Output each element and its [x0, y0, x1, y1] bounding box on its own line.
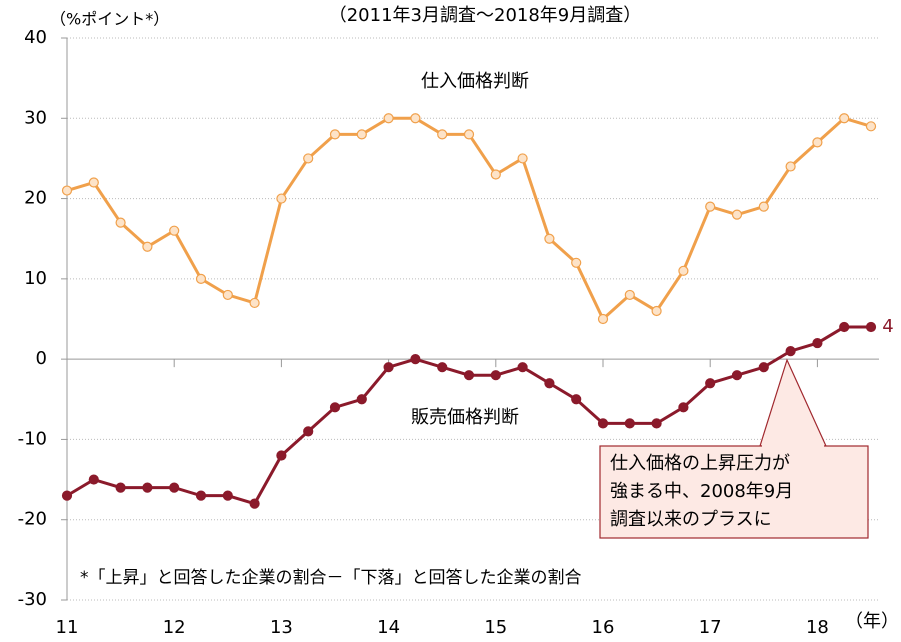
point	[115, 482, 126, 493]
x-tick-label: 17	[699, 617, 722, 638]
point	[839, 113, 850, 124]
footnote: *「上昇」と回答した企業の割合－「下落」と回答した企業の割合	[80, 568, 582, 588]
x-tick-label: 13	[270, 617, 293, 638]
point	[839, 321, 850, 333]
point	[169, 225, 180, 236]
point	[517, 153, 528, 164]
x-tick-label: 15	[484, 617, 507, 638]
point	[865, 121, 877, 132]
x-tick-label: 18	[806, 617, 829, 638]
point	[731, 209, 743, 220]
point	[812, 337, 823, 349]
y-tick-label: -10	[18, 428, 47, 449]
point	[249, 297, 260, 309]
point	[544, 233, 555, 244]
point	[329, 129, 341, 140]
y-tick-label: 0	[36, 348, 47, 369]
y-tick-label: 10	[24, 268, 47, 289]
point	[329, 402, 341, 413]
point	[410, 354, 421, 365]
point	[195, 273, 207, 284]
point	[356, 394, 367, 405]
x-tick-label: 11	[56, 617, 79, 638]
y-axis-label: （%ポイント*）	[50, 10, 169, 29]
point	[517, 362, 528, 373]
point	[597, 418, 609, 429]
x-tick-label: 16	[592, 617, 615, 638]
point	[812, 137, 823, 148]
series-label: 仕入価格判断	[421, 71, 529, 92]
point	[758, 362, 769, 373]
point	[678, 265, 689, 276]
y-tick-label: -30	[18, 589, 47, 610]
y-tick-label: -20	[18, 509, 47, 530]
point	[115, 217, 126, 228]
point	[88, 177, 99, 188]
point	[303, 153, 314, 164]
series-label: 販売価格判断	[411, 407, 519, 428]
point	[303, 426, 314, 437]
point	[731, 370, 743, 381]
x-axis-label: （年）	[845, 611, 899, 632]
point	[356, 129, 367, 140]
point	[463, 370, 475, 381]
y-tick-label: 30	[24, 107, 47, 128]
point	[463, 129, 475, 140]
callout-text: 調査以来のプラスに	[610, 509, 772, 530]
point	[222, 289, 233, 301]
point	[490, 370, 501, 381]
end-label: 4	[882, 316, 893, 337]
series-line	[66, 116, 872, 322]
point	[276, 450, 287, 461]
point	[249, 498, 260, 509]
point	[624, 289, 635, 301]
x-tick-label: 14	[377, 617, 400, 638]
point	[571, 257, 582, 268]
callout-text: 強まる中、2008年9月	[610, 481, 793, 502]
point	[383, 362, 394, 373]
point	[785, 346, 796, 357]
point	[651, 305, 662, 317]
point	[678, 402, 689, 413]
point	[142, 241, 153, 252]
x-tick-label: 12	[163, 617, 186, 638]
point	[61, 185, 73, 196]
point	[222, 490, 233, 501]
point	[437, 129, 448, 140]
point	[61, 490, 73, 501]
point	[410, 113, 421, 124]
callout-box	[599, 445, 869, 539]
point	[169, 482, 180, 493]
point	[437, 362, 448, 373]
point	[88, 474, 99, 485]
point	[651, 418, 662, 429]
chart-title: （2011年3月調査～2018年9月調査）	[329, 5, 642, 26]
point	[142, 482, 153, 493]
callout-text: 仕入価格の上昇圧力が	[610, 453, 790, 474]
point	[544, 378, 555, 389]
callout-pointer	[759, 358, 827, 447]
point	[705, 201, 716, 212]
point	[276, 193, 287, 204]
point	[624, 418, 635, 429]
point	[195, 490, 207, 501]
y-tick-label: 20	[24, 188, 47, 209]
point	[865, 321, 877, 333]
point	[705, 378, 716, 389]
point	[383, 113, 394, 124]
point	[758, 201, 769, 212]
point	[571, 394, 582, 405]
point	[597, 313, 609, 325]
point	[785, 161, 796, 172]
y-tick-label: 40	[24, 27, 47, 48]
point	[490, 169, 501, 180]
